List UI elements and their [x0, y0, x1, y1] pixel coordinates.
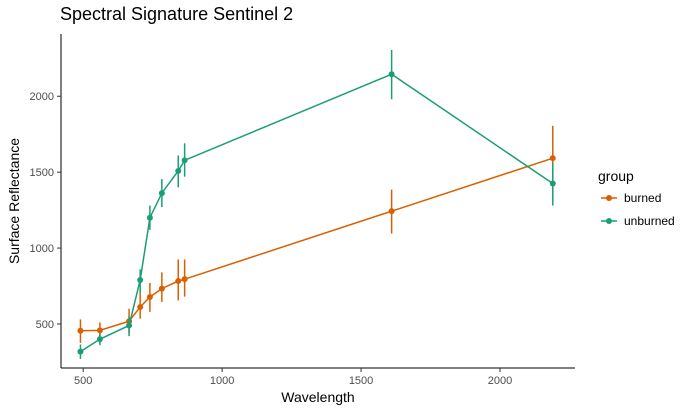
- legend-label-unburned: unburned: [624, 214, 675, 228]
- data-point-unburned: [549, 180, 556, 187]
- data-point-unburned: [181, 157, 188, 164]
- data-point-burned: [137, 303, 144, 310]
- x-tick-label: 2000: [488, 375, 512, 387]
- data-point-burned: [549, 155, 556, 162]
- data-point-burned: [181, 276, 188, 283]
- legend-label-burned: burned: [624, 191, 661, 205]
- y-tick-label: 1000: [30, 243, 54, 255]
- data-point-unburned: [96, 336, 103, 343]
- y-tick-label: 1500: [30, 167, 54, 179]
- data-point-unburned: [388, 71, 395, 78]
- data-point-unburned: [158, 190, 165, 197]
- y-tick-label: 500: [36, 319, 54, 331]
- x-axis-title: Wavelength: [281, 389, 354, 405]
- data-point-unburned: [137, 276, 144, 283]
- data-point-unburned: [175, 167, 182, 174]
- data-point-unburned: [77, 348, 84, 355]
- plot-area: [77, 49, 556, 359]
- x-axis-ticks: 500 1000 1500 2000: [74, 368, 512, 387]
- data-point-burned: [146, 293, 153, 300]
- data-point-burned: [96, 327, 103, 334]
- data-point-burned: [77, 327, 84, 334]
- y-axis-title: Surface Reflectance: [6, 138, 22, 264]
- series-line-burned: [80, 157, 554, 332]
- data-point-unburned: [146, 214, 153, 221]
- y-tick-label: 2000: [30, 91, 54, 103]
- data-point-burned: [158, 285, 165, 292]
- x-tick-label: 1000: [210, 375, 234, 387]
- data-point-burned: [175, 278, 182, 285]
- legend: group burned unburned: [598, 168, 675, 228]
- legend-marker-unburned: [606, 218, 612, 224]
- chart-title: Spectral Signature Sentinel 2: [60, 4, 293, 24]
- data-point-burned: [388, 208, 395, 215]
- x-tick-label: 500: [74, 375, 92, 387]
- x-tick-label: 1500: [349, 375, 373, 387]
- y-axis-ticks: 500 1000 1500 2000: [30, 91, 61, 331]
- legend-marker-burned: [606, 195, 612, 201]
- data-point-unburned: [126, 322, 133, 329]
- series-line-unburned: [80, 73, 554, 353]
- legend-title: group: [598, 168, 634, 184]
